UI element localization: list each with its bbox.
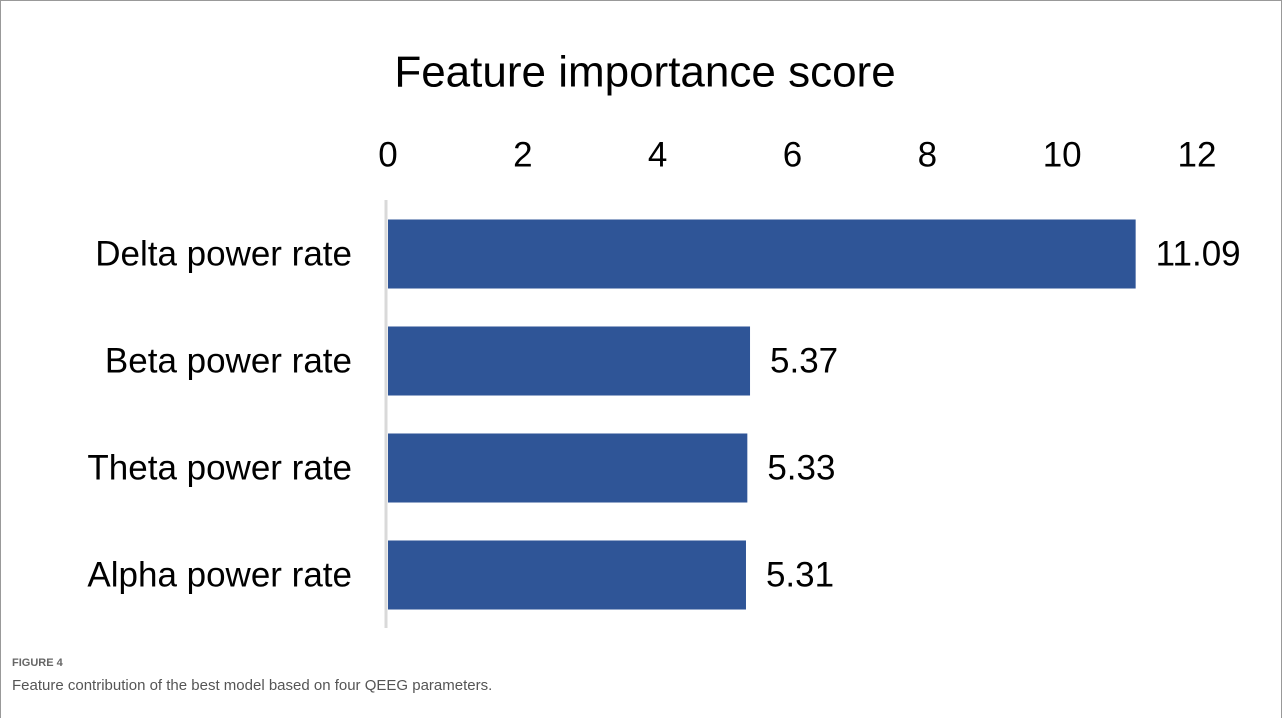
x-tick-label: 10 bbox=[1043, 135, 1082, 174]
bar bbox=[388, 326, 751, 396]
bar bbox=[388, 433, 748, 503]
data-label: 5.37 bbox=[770, 341, 838, 380]
x-tick-label: 8 bbox=[918, 135, 937, 174]
x-tick-label: 6 bbox=[783, 135, 802, 174]
x-tick-label: 4 bbox=[648, 135, 667, 174]
y-tick-label: Alpha power rate bbox=[87, 555, 352, 594]
x-tick-label: 0 bbox=[378, 135, 397, 174]
bar bbox=[388, 219, 1136, 289]
x-tick-label: 2 bbox=[513, 135, 532, 174]
data-label: 5.33 bbox=[767, 448, 835, 487]
chart-title: Feature importance score bbox=[394, 48, 895, 97]
figure-label: FIGURE 4 bbox=[12, 657, 64, 669]
data-label: 11.09 bbox=[1156, 234, 1241, 273]
y-tick-label: Theta power rate bbox=[87, 448, 352, 487]
y-tick-label: Beta power rate bbox=[105, 341, 352, 380]
y-tick-label: Delta power rate bbox=[95, 234, 352, 273]
figure-caption: Feature contribution of the best model b… bbox=[12, 677, 492, 694]
data-label: 5.31 bbox=[766, 555, 834, 594]
bar bbox=[388, 540, 746, 610]
x-tick-label: 12 bbox=[1178, 135, 1217, 174]
